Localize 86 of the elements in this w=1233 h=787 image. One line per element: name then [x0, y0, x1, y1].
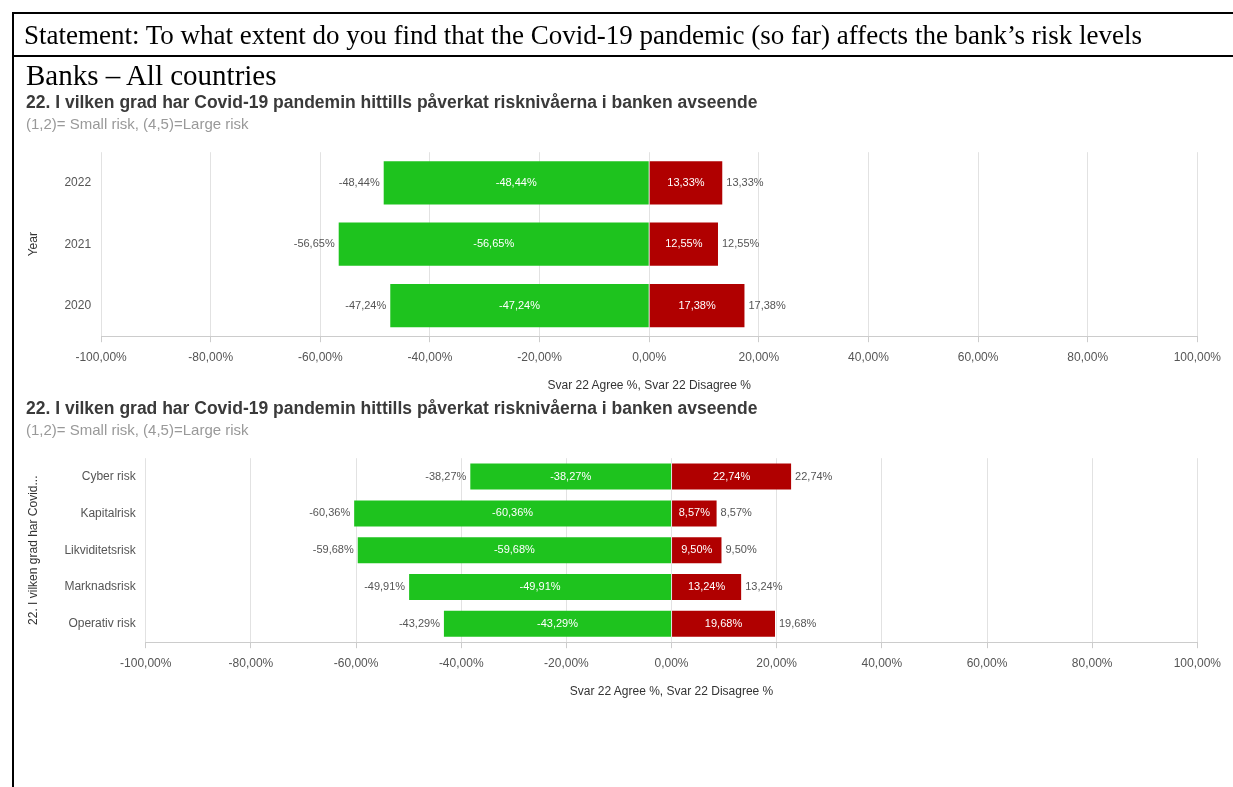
y-tick-label: Marknadsrisk — [64, 579, 137, 594]
text: 22,74% — [712, 469, 751, 482]
text: -48,44% — [495, 175, 537, 188]
data-label: 22,74% — [795, 469, 833, 482]
text: 13,24% — [745, 580, 783, 593]
bar — [672, 463, 792, 490]
x-tick-label: 0,00% — [654, 655, 689, 670]
data-label: 8,57% — [678, 506, 711, 519]
x-tick-label: -80,00% — [188, 349, 234, 364]
data-label: -38,27% — [425, 469, 467, 482]
text: -59,68% — [493, 543, 535, 556]
bar — [383, 161, 649, 205]
x-tick-label: 0,00% — [632, 349, 667, 364]
x-tick-label: -100,00% — [120, 655, 172, 670]
y-axis-title: 22. I vilken grad har Covid... — [25, 475, 40, 625]
x-tick-label: 40,00% — [848, 349, 890, 364]
data-label: 13,24% — [687, 580, 726, 593]
bar — [649, 222, 718, 266]
chart-title: 22. I vilken grad har Covid-19 pandemin hittills påverkat risknivåerna i banken avseende — [25, 397, 759, 419]
data-label: 19,68% — [779, 616, 817, 629]
bar — [649, 283, 745, 328]
x-tick-label: -20,00% — [544, 655, 590, 670]
data-label: -49,91% — [364, 580, 406, 593]
x-tick-label: -60,00% — [297, 349, 344, 364]
y-axis-title: Year — [25, 232, 40, 257]
bar — [443, 610, 672, 637]
text: 17,38% — [678, 298, 716, 311]
text: 8,57% — [720, 506, 752, 519]
x-tick-label: 20,00% — [756, 655, 798, 670]
x-tick-label: 60,00% — [966, 655, 1008, 670]
data-label: -43,29% — [398, 616, 441, 629]
bar — [409, 574, 672, 600]
text: Statement: To what extent do you find that the Covid-19 pandemic (so far) affects the bank’s risk levels — [14, 14, 1233, 57]
x-tick-label: 80,00% — [1067, 349, 1109, 364]
y-tick-label: Cyber risk — [81, 468, 137, 483]
x-tick-label: -100,00% — [75, 349, 128, 364]
data-label: 9,50% — [681, 543, 713, 556]
data-label: -59,68% — [312, 543, 354, 556]
data-label: 13,33% — [667, 175, 705, 188]
x-tick-label: 60,00% — [957, 349, 999, 364]
data-label: -60,36% — [309, 506, 351, 519]
x-tick-label: 20,00% — [738, 349, 780, 364]
data-label: -56,65% — [293, 237, 335, 250]
text: 19,68% — [704, 616, 743, 629]
bar — [649, 161, 723, 205]
chart-title: 22. I vilken grad har Covid-19 pandemin hittills påverkat risknivåerna i banken avseende — [25, 91, 759, 113]
text: 12,55% — [721, 237, 760, 250]
x-axis-title: Svar 22 Agree %, Svar 22 Disagree % — [547, 378, 752, 393]
x-tick-label: -60,00% — [333, 655, 379, 670]
x-tick-label: -80,00% — [228, 655, 274, 670]
text: -47,24% — [499, 298, 540, 311]
y-tick-label: Operativ risk — [68, 616, 137, 631]
x-tick-label: -40,00% — [407, 349, 453, 364]
y-tick-label: Kapitalrisk — [80, 505, 137, 520]
chart-subtitle: (1,2)= Small risk, (4,5)=Large risk — [25, 420, 250, 440]
text: 13,33% — [726, 175, 764, 188]
bar — [672, 574, 742, 600]
y-tick-label: 2022 — [64, 175, 92, 190]
text: -56,65% — [473, 237, 515, 250]
x-axis-title: Svar 22 Agree %, Svar 22 Disagree % — [569, 684, 774, 699]
data-label: -47,24% — [345, 298, 387, 311]
chart-subtitle: (1,2)= Small risk, (4,5)=Large risk — [25, 114, 250, 134]
bar — [470, 463, 672, 490]
x-tick-label: -40,00% — [438, 655, 484, 670]
x-tick-label: 100,00% — [1173, 349, 1222, 364]
data-label: 12,55% — [665, 237, 703, 250]
text: 9,50% — [725, 543, 757, 556]
x-tick-label: 80,00% — [1071, 655, 1113, 670]
data-label: -48,44% — [338, 175, 380, 188]
bar — [390, 283, 649, 328]
y-tick-label: Likviditetsrisk — [64, 542, 137, 557]
data-label: 17,38% — [748, 298, 786, 311]
text: -38,27% — [550, 469, 592, 482]
y-tick-label: 2020 — [64, 297, 92, 312]
text: -60,36% — [492, 506, 534, 519]
text: -49,91% — [519, 580, 561, 593]
x-tick-label: 100,00% — [1173, 655, 1222, 670]
y-tick-label: 2021 — [64, 236, 92, 251]
bar — [672, 610, 776, 637]
bar — [354, 500, 672, 527]
bar — [357, 537, 672, 564]
bar — [338, 222, 649, 266]
text: -43,29% — [536, 616, 578, 629]
x-tick-label: 40,00% — [861, 655, 903, 670]
text: Banks – All countries — [25, 58, 278, 91]
x-tick-label: -20,00% — [517, 349, 563, 364]
